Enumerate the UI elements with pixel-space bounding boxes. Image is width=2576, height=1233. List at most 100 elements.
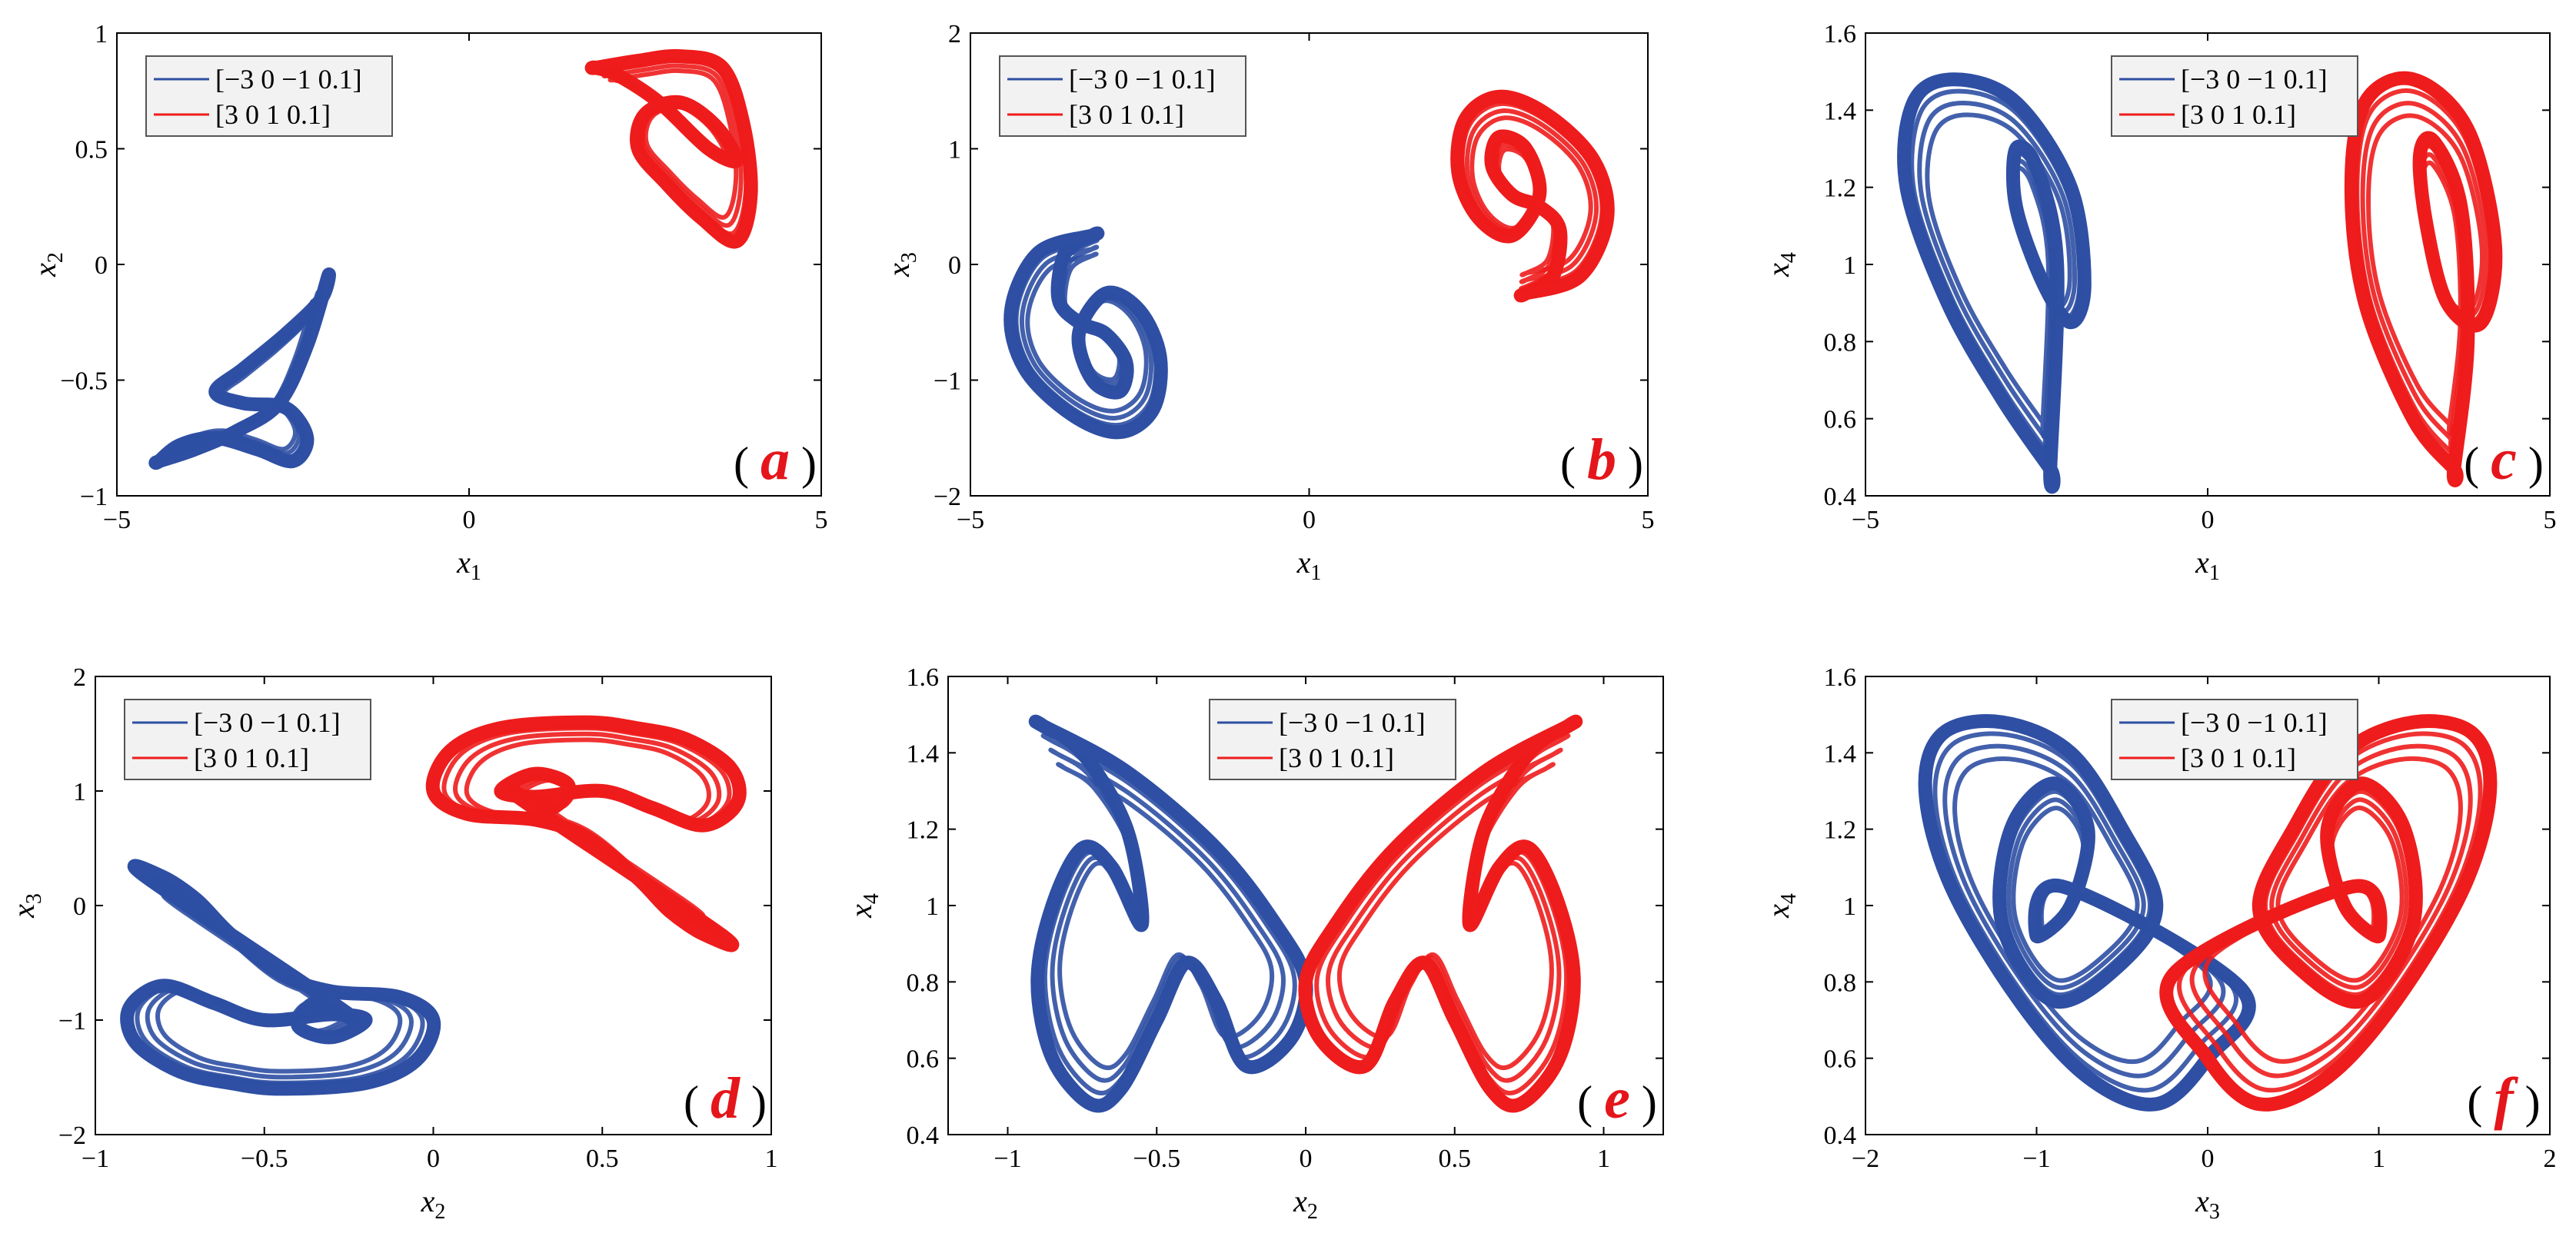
y-tick-label: 1.2 bbox=[1824, 174, 1857, 203]
y-tick-label: 1 bbox=[73, 778, 86, 806]
y-tick-label: 0.8 bbox=[1824, 328, 1857, 357]
series-2-trajectory bbox=[1298, 714, 1583, 1113]
y-tick-label: 2 bbox=[73, 663, 86, 692]
series-2-loop-1 bbox=[2344, 71, 2503, 487]
x-tick-label: 1 bbox=[1597, 1145, 1610, 1173]
x-tick-label: 0 bbox=[1300, 1145, 1313, 1173]
x-tick-label: −5 bbox=[103, 506, 131, 534]
x-tick-label: 5 bbox=[815, 506, 828, 534]
legend: [−3 0 −1 0.1] [3 0 1 0.1] bbox=[1209, 699, 1456, 780]
series-2-loop-4 bbox=[2202, 756, 2463, 1064]
series-1-trajectory bbox=[1918, 714, 2256, 1112]
series-2-trajectory bbox=[2344, 71, 2503, 487]
x-tick-label: −1 bbox=[993, 1145, 1021, 1173]
y-axis-label: x4 bbox=[844, 893, 884, 919]
x-tick-label: 0 bbox=[1303, 506, 1316, 534]
y-tick-label: 0.6 bbox=[1824, 1045, 1857, 1074]
series-1-loop-4 bbox=[173, 299, 315, 453]
series-2-trajectory bbox=[1450, 89, 1615, 303]
y-axis-label: x2 bbox=[28, 252, 68, 278]
x-axis-label: x1 bbox=[2195, 545, 2220, 585]
series-1-trajectory bbox=[1897, 72, 2092, 494]
legend-label: [−3 0 −1 0.1] bbox=[2181, 64, 2328, 95]
y-tick-label: 0.6 bbox=[1824, 406, 1857, 434]
legend-label: [−3 0 −1 0.1] bbox=[1069, 64, 1216, 95]
series-2-loop-4 bbox=[1469, 115, 1593, 278]
series-1-trajectory bbox=[1028, 714, 1313, 1113]
x-tick-label: −2 bbox=[1852, 1145, 1879, 1173]
x-tick-label: 2 bbox=[2544, 1145, 2557, 1173]
y-tick-label: 0.6 bbox=[907, 1045, 940, 1074]
series-1-loop-4 bbox=[1952, 756, 2213, 1065]
x-tick-label: −1 bbox=[82, 1145, 109, 1173]
series-2-trajectory bbox=[2159, 714, 2498, 1112]
legend-label: [−3 0 −1 0.1] bbox=[1279, 707, 1426, 738]
legend-label: [3 0 1 0.1] bbox=[1279, 743, 1394, 773]
y-axis-label: x3 bbox=[6, 893, 46, 919]
series-2-loop-4 bbox=[1336, 762, 1556, 1071]
y-tick-label: 0.4 bbox=[1824, 483, 1857, 511]
x-tick-label: −1 bbox=[2022, 1145, 2050, 1173]
y-tick-label: 0 bbox=[95, 251, 108, 280]
series-2-loop-3 bbox=[2360, 101, 2489, 452]
x-axis-label: x2 bbox=[421, 1184, 446, 1224]
series-1-loop-4 bbox=[1056, 762, 1275, 1071]
legend-box bbox=[999, 55, 1246, 137]
x-axis-label: x2 bbox=[1293, 1184, 1318, 1224]
legend-label: [−3 0 −1 0.1] bbox=[194, 707, 341, 738]
legend-label: [3 0 1 0.1] bbox=[1069, 99, 1184, 130]
series-2-trajectory bbox=[584, 48, 758, 249]
x-tick-label: 0 bbox=[463, 506, 476, 534]
series-1-trajectory bbox=[148, 267, 336, 470]
y-tick-label: 0 bbox=[948, 251, 961, 280]
panel-label: ( e ) bbox=[1577, 1066, 1657, 1131]
legend-label: [3 0 1 0.1] bbox=[215, 99, 331, 130]
y-tick-label: 1 bbox=[95, 20, 108, 48]
x-tick-label: −0.5 bbox=[241, 1145, 288, 1173]
series-1-loop-4 bbox=[1025, 251, 1149, 414]
series-1-loop-4 bbox=[155, 892, 403, 1074]
y-tick-label: 1.6 bbox=[907, 663, 940, 692]
x-tick-label: 1 bbox=[2372, 1145, 2385, 1173]
y-tick-label: 1.2 bbox=[907, 816, 940, 845]
x-axis-label: x1 bbox=[456, 545, 481, 585]
legend-box bbox=[124, 699, 371, 780]
x-tick-label: 0.5 bbox=[586, 1145, 619, 1173]
panel-label: ( d ) bbox=[684, 1066, 767, 1131]
series-2-loop-4 bbox=[2366, 113, 2485, 436]
panel-label: ( c ) bbox=[2464, 427, 2544, 492]
y-tick-label: 1 bbox=[1843, 892, 1856, 921]
y-tick-label: 0 bbox=[73, 892, 86, 921]
x-tick-label: 0 bbox=[2202, 1145, 2215, 1173]
legend-box bbox=[2111, 55, 2358, 137]
x-tick-label: 0 bbox=[427, 1145, 440, 1173]
y-tick-label: 1.4 bbox=[907, 739, 940, 768]
y-tick-label: 1.4 bbox=[1824, 97, 1857, 125]
y-tick-label: 1.2 bbox=[1824, 816, 1857, 845]
x-tick-label: 0.5 bbox=[1439, 1145, 1472, 1173]
y-tick-label: 1 bbox=[948, 136, 961, 165]
y-tick-label: 0.8 bbox=[1824, 969, 1857, 997]
y-axis-label: x4 bbox=[1761, 252, 1801, 278]
panel-label: ( b ) bbox=[1560, 427, 1643, 492]
y-tick-label: 0.5 bbox=[75, 136, 108, 165]
panel-b: −5 0 5 −2 −1 0 1 2 x1 x3 [−3 0 −1 0.1] [3 0 1 0.1] (… bbox=[881, 20, 1655, 585]
legend-box bbox=[2111, 699, 2358, 780]
series-1-trajectory bbox=[1003, 226, 1168, 440]
series-2-loop-4 bbox=[464, 737, 711, 919]
y-tick-label: 0.4 bbox=[907, 1122, 940, 1150]
legend-label: [3 0 1 0.1] bbox=[194, 743, 309, 773]
series-1-loop-1 bbox=[1897, 72, 2092, 494]
y-tick-label: 1 bbox=[926, 892, 939, 921]
legend-label: [3 0 1 0.1] bbox=[2181, 99, 2296, 130]
series-2-trajectory bbox=[425, 715, 747, 952]
y-tick-label: −1 bbox=[58, 1007, 86, 1035]
series-1-loop-3 bbox=[1917, 101, 2078, 456]
legend: [−3 0 −1 0.1] [3 0 1 0.1] bbox=[145, 55, 393, 137]
x-tick-label: −0.5 bbox=[1133, 1145, 1180, 1173]
y-axis-label: x4 bbox=[1761, 893, 1801, 919]
series-2-loop-4 bbox=[607, 68, 739, 220]
legend: [−3 0 −1 0.1] [3 0 1 0.1] bbox=[2111, 55, 2358, 137]
panel-label: ( f ) bbox=[2467, 1066, 2540, 1131]
y-tick-label: −2 bbox=[58, 1122, 86, 1150]
